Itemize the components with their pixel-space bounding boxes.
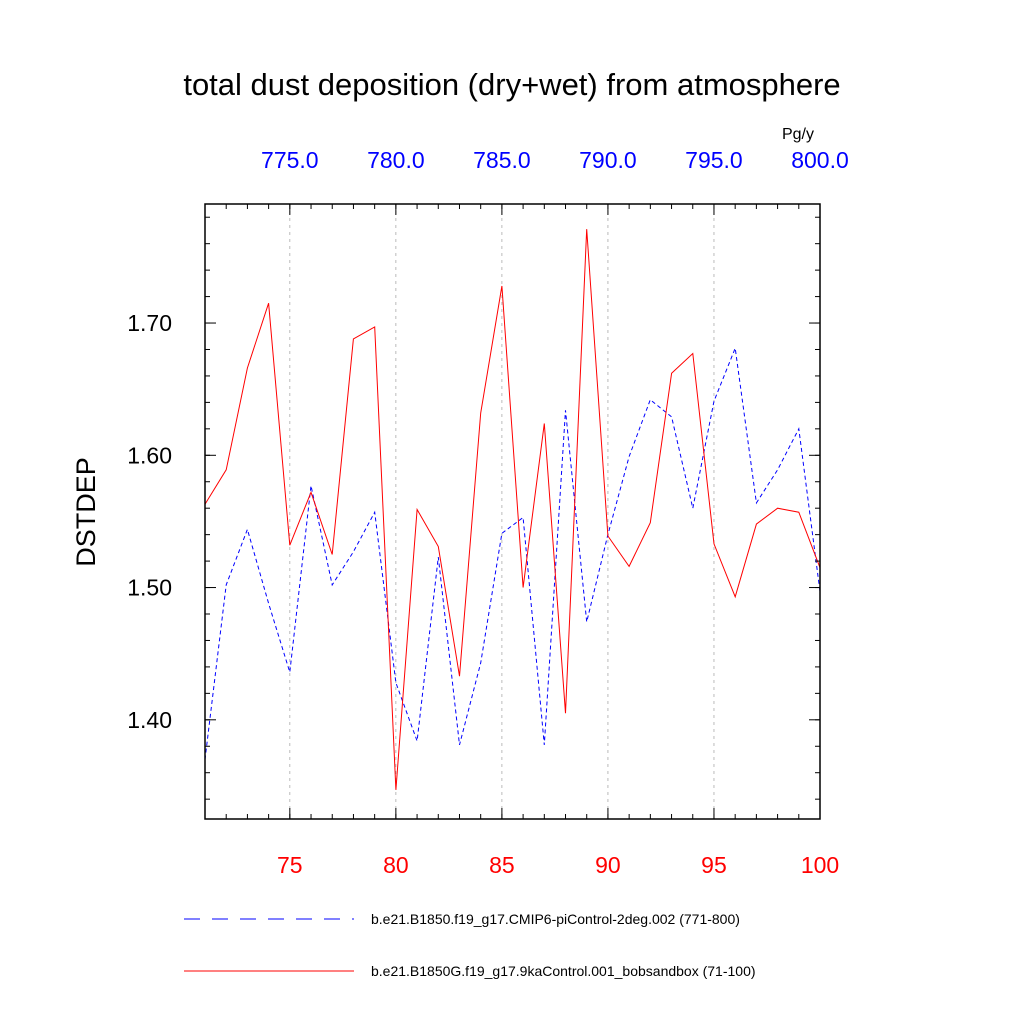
- top-tick-label: 795.0: [685, 147, 743, 173]
- bottom-tick-label: 85: [489, 852, 515, 878]
- data-point: [671, 373, 672, 374]
- y-axis-label: DSTDEP: [71, 457, 101, 567]
- legend-label-blue: b.e21.B1850.f19_g17.CMIP6-piControl-2deg…: [371, 911, 740, 927]
- bottom-tick-label: 95: [701, 852, 727, 878]
- data-point: [713, 401, 714, 402]
- data-point: [777, 469, 778, 470]
- top-tick-label: 775.0: [261, 147, 319, 173]
- data-point: [798, 512, 799, 513]
- plot-frame: [204, 203, 821, 820]
- data-point: [692, 508, 693, 509]
- data-point: [565, 713, 566, 714]
- data-point: [395, 682, 396, 683]
- data-point: [565, 410, 566, 411]
- data-point: [523, 517, 524, 518]
- data-point: [629, 456, 630, 457]
- axes: 75 80 85 90 95 100 775.0 780.0 785.0 790.0 795.0 80…: [127, 147, 849, 878]
- data-point: [459, 744, 460, 745]
- top-tick-label: 790.0: [579, 147, 637, 173]
- series-line-blue: [204, 346, 821, 760]
- data-point: [671, 416, 672, 417]
- data-point: [756, 524, 757, 525]
- legend: b.e21.B1850.f19_g17.CMIP6-piControl-2deg…: [184, 911, 756, 979]
- data-point: [226, 469, 227, 470]
- top-tick-label: 785.0: [473, 147, 531, 173]
- data-point: [650, 399, 651, 400]
- bottom-tick-label: 100: [801, 852, 839, 878]
- data-point: [629, 566, 630, 567]
- data-point: [735, 596, 736, 597]
- data-point: [438, 546, 439, 547]
- series-line-red: [204, 229, 821, 790]
- data-point: [310, 492, 311, 493]
- chart-title: total dust deposition (dry+wet) from atm…: [183, 67, 840, 102]
- data-point: [374, 512, 375, 513]
- y-tick-label: 1.60: [127, 442, 172, 468]
- top-tick-label: 780.0: [367, 147, 425, 173]
- y-tick-label: 1.70: [127, 310, 172, 336]
- data-point: [650, 522, 651, 523]
- data-point: [289, 672, 290, 673]
- data-point: [544, 744, 545, 745]
- legend-label-red: b.e21.B1850G.f19_g17.9kaControl.001_bobs…: [371, 963, 756, 979]
- bottom-tick-label: 80: [383, 852, 409, 878]
- data-point: [353, 338, 354, 339]
- data-point: [226, 584, 227, 585]
- y-tick-label: 1.50: [127, 575, 172, 601]
- data-point: [247, 367, 248, 368]
- data-point: [501, 533, 502, 534]
- data-point: [735, 348, 736, 349]
- data-point: [374, 326, 375, 327]
- bottom-tick-label: 75: [277, 852, 303, 878]
- data-point: [756, 502, 757, 503]
- data-point: [332, 584, 333, 585]
- y-tick-label: 1.40: [127, 707, 172, 733]
- data-point: [480, 662, 481, 663]
- data-point: [459, 676, 460, 677]
- data-point: [268, 303, 269, 304]
- data-point: [395, 789, 396, 790]
- data-point: [798, 428, 799, 429]
- top-tick-label: 800.0: [791, 147, 849, 173]
- bottom-tick-label: 90: [595, 852, 621, 878]
- data-point: [713, 543, 714, 544]
- data-point: [353, 551, 354, 552]
- data-point: [417, 509, 418, 510]
- data-point: [480, 412, 481, 413]
- data-point: [586, 621, 587, 622]
- data-point: [438, 557, 439, 558]
- data-point: [544, 423, 545, 424]
- data-point: [586, 229, 587, 230]
- data-point: [310, 485, 311, 486]
- data-point: [523, 587, 524, 588]
- data-point: [417, 740, 418, 741]
- data-point: [692, 353, 693, 354]
- series-layer: [204, 229, 821, 790]
- units-label: Pg/y: [782, 126, 814, 143]
- data-point: [777, 508, 778, 509]
- grid: [289, 204, 715, 819]
- data-point: [268, 603, 269, 604]
- data-point: [247, 529, 248, 530]
- data-point: [501, 285, 502, 286]
- data-point: [289, 545, 290, 546]
- data-point: [607, 535, 608, 536]
- data-point: [332, 554, 333, 555]
